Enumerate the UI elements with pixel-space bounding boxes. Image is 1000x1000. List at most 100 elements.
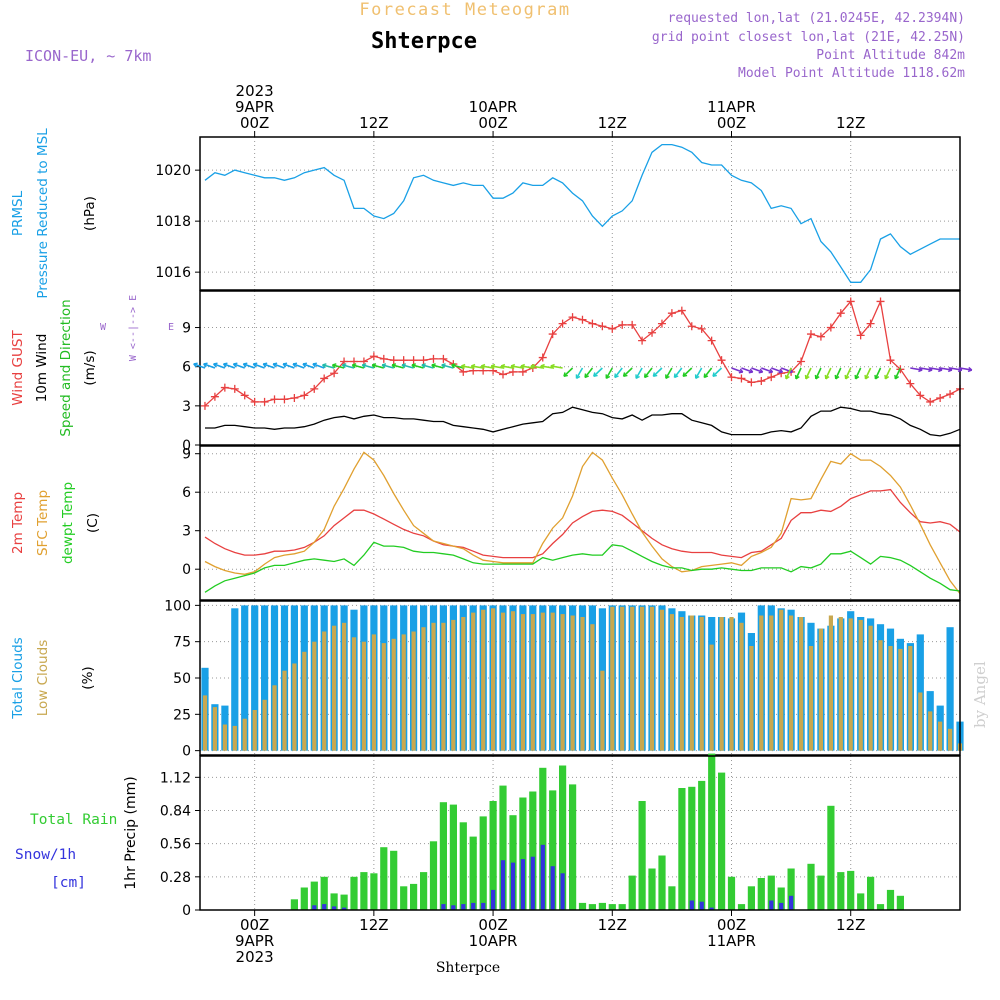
bar-total-clouds — [261, 605, 269, 751]
y-tick-label: 0.56 — [160, 837, 191, 853]
wind-arrow-head — [431, 363, 436, 369]
bar-low-clouds — [202, 695, 208, 751]
wind-direction-arrow — [780, 367, 793, 373]
wind-direction-arrow — [193, 363, 206, 369]
gust-marker — [846, 297, 855, 306]
wind-arrow-head — [768, 368, 774, 374]
wind-direction-arrow — [262, 363, 275, 369]
bar-total-rain — [310, 881, 318, 910]
bar-low-clouds — [262, 699, 267, 751]
gust-marker — [330, 369, 339, 378]
y-tick-label: 1016 — [155, 265, 191, 281]
gust-marker — [379, 354, 388, 363]
wind-direction-arrow — [614, 367, 623, 378]
bar-total-rain — [489, 801, 497, 910]
bar-low-clouds — [709, 644, 714, 751]
wind-arrow-head — [351, 363, 357, 369]
gust-marker — [419, 356, 428, 365]
bar-total-clouds — [231, 608, 239, 751]
wind-arrow-head — [712, 372, 717, 378]
bar-total-rain — [678, 788, 686, 910]
precip-legend-label: Snow/1h — [15, 847, 76, 863]
gust-marker — [409, 356, 418, 365]
gust-marker — [916, 391, 925, 400]
wind-direction-arrow — [939, 367, 953, 371]
wind-arrow-head — [643, 373, 649, 379]
wind-direction-arrow — [682, 367, 693, 377]
gust-marker — [628, 320, 637, 329]
wind-arrow-head — [748, 368, 754, 374]
bar-total-rain — [410, 883, 418, 910]
bar-snow-1h — [699, 901, 704, 910]
wind-direction-arrow — [644, 367, 653, 378]
bar-snow-1h — [491, 889, 496, 910]
bar-total-rain — [360, 872, 368, 910]
bar-total-rain — [757, 878, 765, 910]
wind-direction-arrow — [575, 367, 584, 379]
wind-direction-arrow — [253, 363, 265, 369]
location-title: Shterpce — [371, 29, 477, 54]
bar-low-clouds — [351, 637, 357, 751]
bar-total-rain — [578, 902, 587, 910]
bar-low-clouds — [878, 640, 883, 751]
compass-w: W — [100, 322, 107, 333]
model-altitude: Model Point Altitude 1118.62m — [738, 66, 965, 81]
axis-legend-label: 10m Wind — [34, 334, 50, 403]
gust-marker — [697, 324, 706, 333]
gust-marker — [737, 374, 746, 383]
bar-low-clouds — [679, 617, 684, 751]
bottom-time-label: 11APR — [707, 932, 756, 950]
bar-low-clouds — [471, 612, 476, 751]
wind-direction-arrow — [530, 365, 543, 369]
bar-low-clouds — [481, 609, 486, 751]
bar-total-rain — [350, 876, 358, 910]
bar-snow-1h — [689, 900, 694, 910]
axis-legend-label: Total Clouds — [10, 637, 26, 719]
y-tick-label: 25 — [173, 707, 191, 723]
bar-low-clouds — [550, 612, 555, 751]
wind-direction-arrow — [401, 364, 414, 369]
top-time-label: 11APR — [707, 98, 756, 116]
gust-marker — [320, 374, 329, 383]
bottom-time-label: 12Z — [598, 916, 627, 934]
precip-axis-label: 1hr Precip (mm) — [123, 776, 139, 889]
bar-total-rain — [837, 872, 845, 910]
bar-total-rain — [638, 801, 646, 910]
grid-point-coords: grid point closest lon,lat (21E, 42.25N) — [652, 30, 965, 45]
gust-marker — [220, 383, 229, 392]
gust-marker — [310, 384, 319, 393]
panel-frame — [199, 136, 961, 291]
bar-low-clouds — [620, 606, 625, 751]
y-tick-label: 3 — [182, 399, 191, 415]
bar-total-rain — [708, 753, 716, 910]
bar-low-clouds — [570, 615, 575, 751]
axis-legend-label: (m/s) — [82, 350, 98, 385]
wind-direction-arrow — [959, 367, 972, 371]
bar-low-clouds — [928, 711, 933, 751]
bar-low-clouds — [381, 643, 386, 751]
y-tick-label: 0 — [182, 744, 191, 760]
bar-total-rain — [618, 904, 626, 910]
bar-snow-1h — [530, 856, 535, 910]
wind-arrow-head — [694, 374, 700, 380]
bar-low-clouds — [421, 627, 426, 751]
wind-direction-arrow — [930, 367, 943, 371]
axis-legend-label: Wind GUST — [10, 330, 26, 406]
gust-marker — [548, 330, 557, 339]
gust-marker — [648, 328, 657, 337]
wind-arrow-head — [635, 374, 640, 380]
bar-total-rain — [777, 887, 785, 910]
y-tick-label: 9 — [182, 321, 191, 337]
gust-marker — [757, 377, 766, 386]
bottom-time-label: 00Z — [240, 916, 269, 934]
wind-direction-arrow — [282, 363, 295, 369]
wind-direction-arrow — [371, 364, 384, 369]
wind-direction-arrow — [451, 364, 464, 369]
bar-low-clouds — [491, 608, 496, 751]
gust-marker — [558, 319, 567, 328]
wind-direction-arrow — [203, 363, 216, 369]
bar-low-clouds — [799, 617, 804, 751]
wind-direction-arrow — [825, 367, 832, 380]
bar-low-clouds — [520, 614, 525, 751]
